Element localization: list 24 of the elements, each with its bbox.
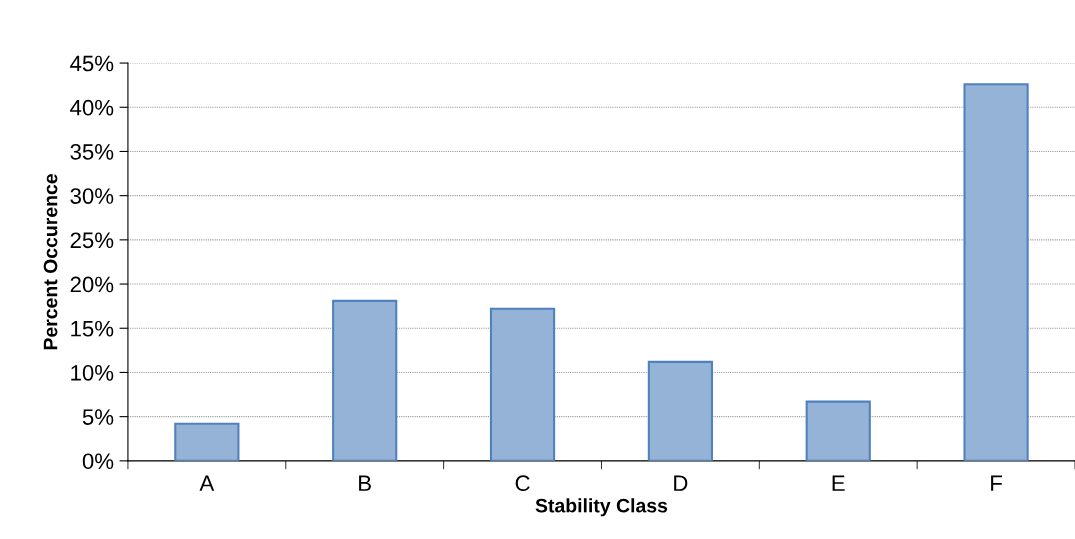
y-axis-title: Percent Occurence (43, 173, 58, 350)
y-tick-label: 15% (71, 320, 114, 337)
y-tick-label: 25% (70, 232, 114, 249)
x-tick-label: A (199, 475, 215, 491)
y-tick-label: 30% (70, 188, 114, 204)
bar (647, 360, 713, 461)
y-tick-label: 35% (70, 143, 114, 160)
y-tick-label: 20% (70, 276, 114, 293)
x-tick-label: D (674, 475, 688, 491)
bar (805, 400, 871, 461)
bar (174, 422, 240, 461)
bar (332, 299, 398, 461)
x-axis-title: Stability Class (535, 498, 668, 517)
x-tick-label: F (991, 475, 1002, 491)
y-tick-label: 45% (70, 55, 114, 72)
x-tick-label: E (832, 475, 845, 491)
y-tick-label: 40% (70, 99, 114, 116)
x-tick-label: B (359, 475, 371, 491)
x-tick-label: C (515, 475, 530, 492)
bar (963, 83, 1029, 461)
y-tick-label: 5% (82, 409, 114, 425)
y-tick-label: 0% (82, 453, 114, 470)
y-tick-label: 10% (71, 364, 114, 381)
bar (489, 307, 556, 461)
